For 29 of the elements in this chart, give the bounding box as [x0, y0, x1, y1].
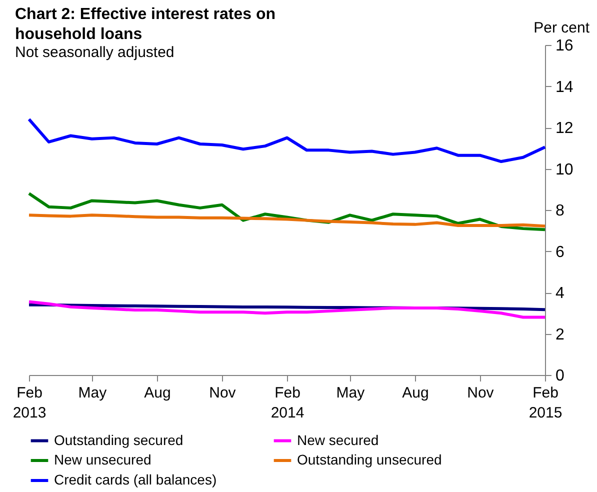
x-tick-label: Feb 2014 [270, 384, 304, 422]
y-tick-label: 10 [556, 161, 574, 178]
legend-label: New unsecured [54, 452, 152, 468]
legend-label: Outstanding secured [54, 432, 184, 448]
chart-subtitle: Not seasonally adjusted [15, 44, 174, 61]
x-tick-label: Aug [144, 384, 171, 402]
y-tick-label: 14 [556, 78, 574, 96]
line-series [28, 300, 546, 319]
y-tick-label: 0 [556, 368, 564, 384]
y-tick-label: 6 [556, 244, 564, 261]
x-tick-label: Aug [402, 384, 429, 402]
x-tick-label: Nov [209, 384, 236, 402]
x-tick-label: Feb 2015 [528, 384, 562, 422]
legend-label: Credit cards (all balances) [54, 472, 217, 488]
y-tick-label: 4 [556, 285, 564, 302]
x-tick-label: Nov [467, 384, 494, 402]
x-tick-label: Feb 2013 [12, 384, 46, 422]
legend-label: Outstanding unsecured [297, 452, 442, 468]
y-axis-title: Per cent [534, 20, 590, 36]
y-tick-label: 2 [556, 326, 564, 344]
line-series [28, 118, 546, 164]
y-tick-label: 8 [556, 202, 564, 220]
y-tick-label: 12 [556, 120, 574, 137]
legend-label: New secured [297, 432, 379, 448]
chart-title: Chart 2: Effective interest rates on household loans [15, 6, 276, 43]
line-series [28, 214, 546, 228]
y-tick-label: 16 [556, 38, 574, 54]
x-tick-label: May [336, 384, 366, 402]
x-tick-label: May [78, 384, 108, 402]
